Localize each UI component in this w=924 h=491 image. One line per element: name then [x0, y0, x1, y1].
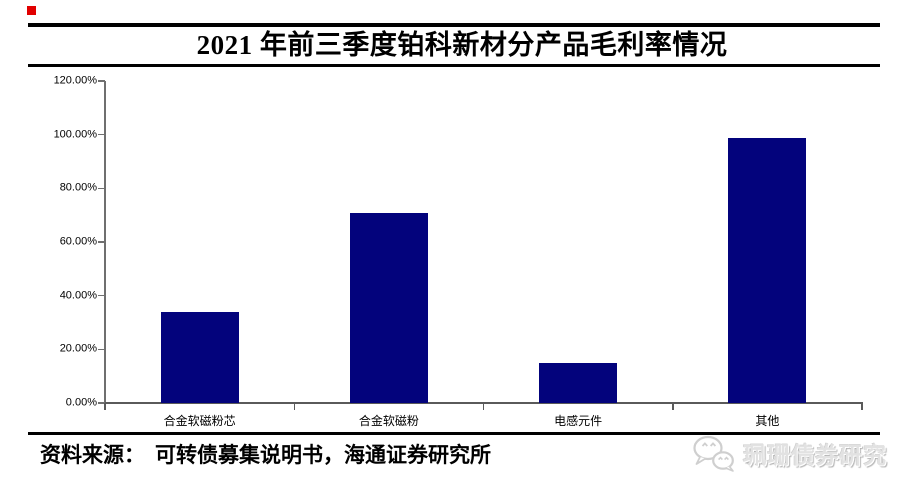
- y-axis-tick-label: 60.00%: [59, 235, 97, 248]
- y-axis-tick-label: 40.00%: [59, 289, 97, 302]
- source-note: 资料来源： 可转债募集说明书，海通证券研究所: [40, 439, 491, 469]
- x-axis-category-label: 合金软磁粉芯: [163, 414, 236, 428]
- source-label: 资料来源：: [40, 443, 145, 467]
- y-axis-tick: [98, 294, 105, 297]
- title-divider-line: [28, 64, 880, 67]
- watermark: 珮珊债券研究: [692, 434, 887, 472]
- y-axis-line: [104, 81, 106, 403]
- y-axis-tick: [98, 241, 105, 243]
- top-divider-line: [28, 23, 880, 27]
- y-axis-tick-label: 80.00%: [59, 181, 97, 194]
- y-axis-tick: [98, 402, 105, 404]
- y-axis-tick-label: 100.00%: [53, 128, 97, 141]
- x-axis-tick: [104, 403, 106, 410]
- x-axis-category-label: 合金软磁粉: [358, 414, 419, 428]
- y-axis-tick-label: 0.00%: [65, 396, 97, 409]
- chart-title: 2021 年前三季度铂科新材分产品毛利率情况: [196, 30, 728, 60]
- y-axis-tick: [98, 187, 105, 190]
- source-text: 可转债募集说明书，海通证券研究所: [155, 443, 491, 467]
- y-axis-tick-label: 120.00%: [53, 74, 97, 87]
- x-axis-tick: [482, 403, 485, 410]
- y-axis-tick: [98, 133, 105, 136]
- y-axis-tick-label: 20.00%: [59, 342, 97, 355]
- wechat-icon: [693, 435, 734, 472]
- x-axis-category-label: 电感元件: [554, 414, 603, 428]
- bar-合金软磁粉: [349, 213, 428, 403]
- bar-电感元件: [539, 363, 618, 403]
- plot-area: 0.00% 20.00% 40.00% 60.00% 80.00% 100.00% 120.…: [54, 75, 863, 428]
- watermark-text: 珮珊债券研究: [743, 443, 887, 468]
- x-axis-tick: [672, 403, 674, 410]
- bar-其他: [728, 137, 807, 403]
- x-axis-tick: [861, 403, 863, 410]
- x-axis-category-label: 其他: [755, 414, 780, 428]
- y-axis-tick: [98, 80, 105, 82]
- x-axis-tick: [293, 403, 295, 410]
- red-corner-mark: [27, 6, 36, 15]
- footer-divider-line: [28, 432, 880, 435]
- bar-合金软磁粉芯: [160, 312, 239, 403]
- y-axis-tick: [98, 348, 105, 351]
